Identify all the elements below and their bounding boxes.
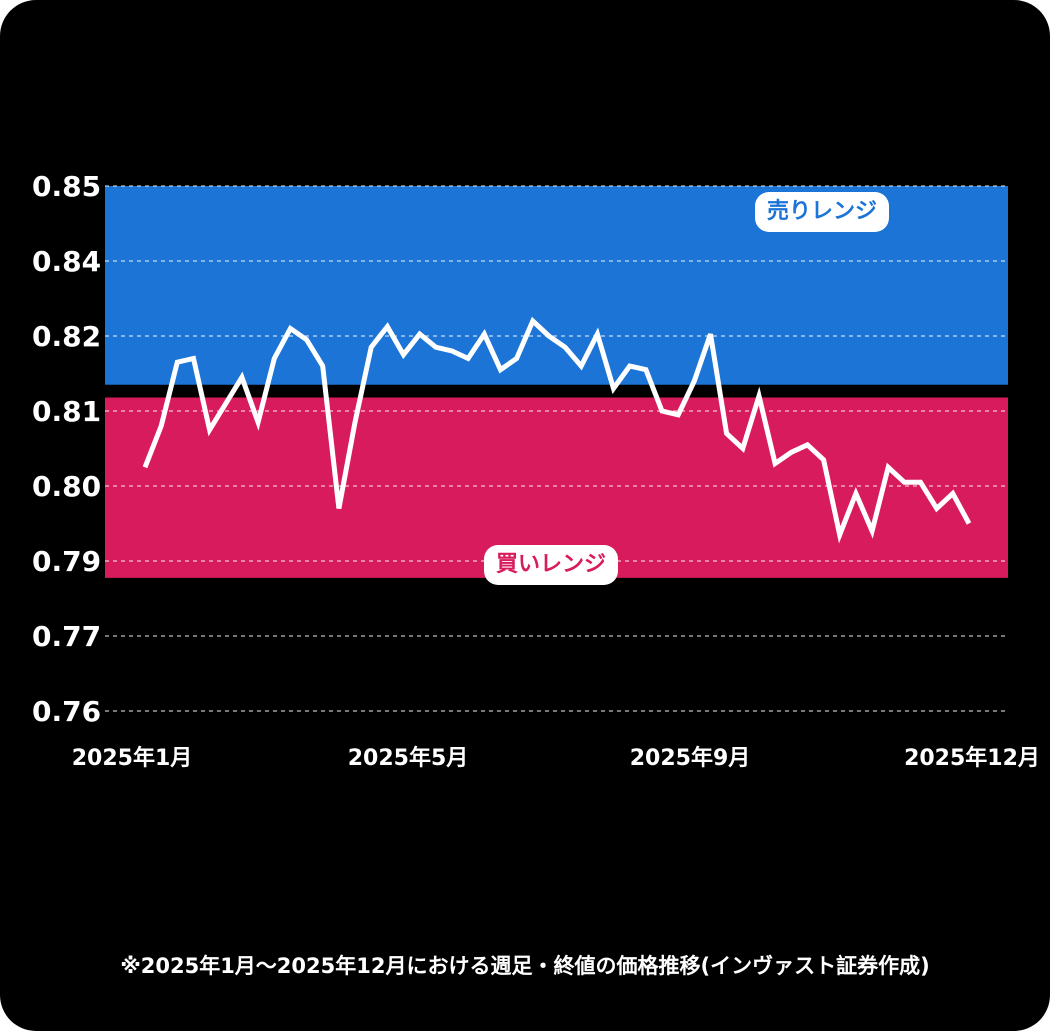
gridlines	[105, 185, 1008, 712]
price-line	[142, 316, 972, 544]
y-axis-ticks: 0.85 0.84 0.82 0.81 0.80 0.79 0.77 0.76	[32, 170, 101, 728]
y-tick-label: 0.79	[32, 545, 101, 578]
series-line	[142, 316, 972, 544]
y-tick-label: 0.84	[32, 245, 101, 278]
x-tick-label: 2025年1月	[72, 745, 193, 771]
y-tick-label: 0.81	[32, 395, 101, 428]
y-tick-label: 0.85	[32, 170, 101, 203]
x-tick-label: 2025年9月	[630, 745, 751, 771]
x-tick-label: 2025年5月	[348, 745, 469, 771]
y-tick-label: 0.76	[32, 695, 101, 728]
y-tick-label: 0.77	[32, 620, 101, 653]
sell-range-label: 売りレンジ	[755, 192, 890, 232]
footnote: ※2025年1月～2025年12月における週足・終値の価格推移(インヴァスト証券…	[120, 954, 930, 978]
buy-range-label: 買いレンジ	[484, 545, 619, 585]
y-tick-label: 0.82	[32, 320, 101, 353]
x-tick-label: 2025年12月	[904, 745, 1040, 771]
y-tick-label: 0.80	[32, 470, 101, 503]
x-axis-ticks: 2025年1月 2025年5月 2025年9月 2025年12月	[72, 745, 1040, 771]
